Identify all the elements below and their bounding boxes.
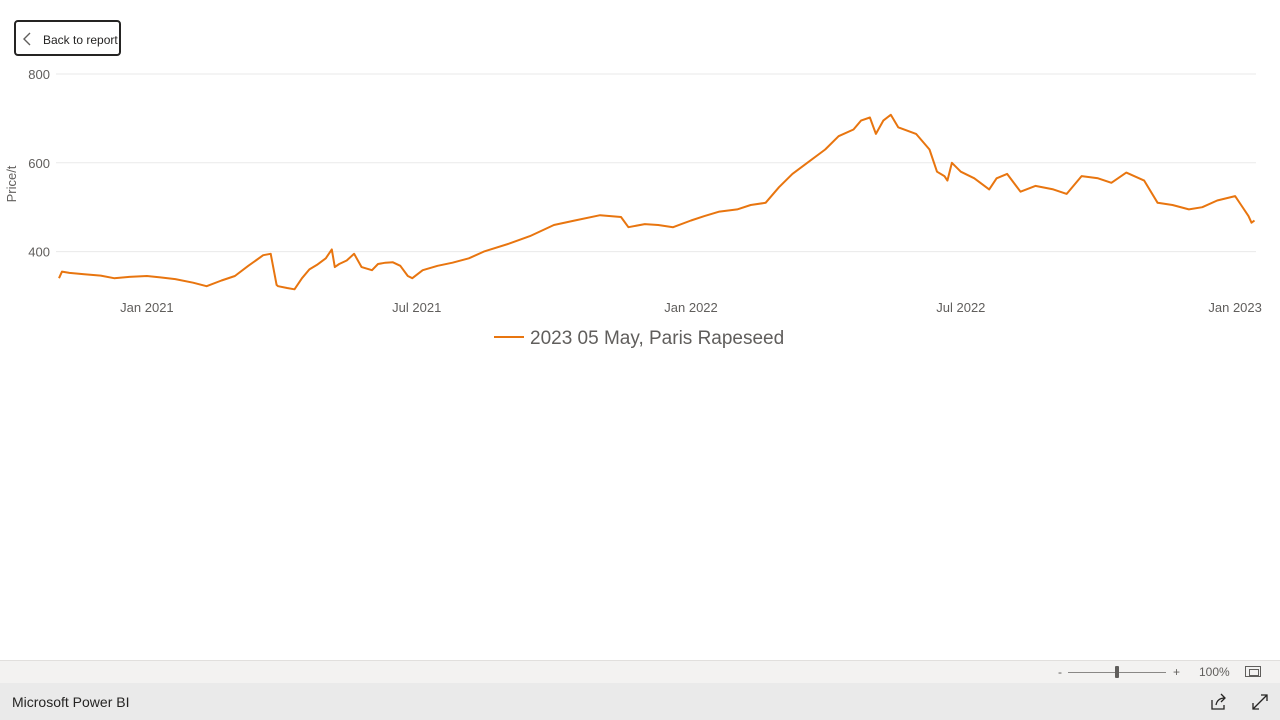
series-line[interactable] [58, 113, 1256, 291]
zoom-slider-thumb[interactable] [1115, 666, 1119, 678]
legend[interactable]: 2023 05 May, Paris Rapeseed [494, 328, 784, 349]
legend-label: 2023 05 May, Paris Rapeseed [530, 328, 784, 349]
zoom-in-button[interactable]: + [1173, 665, 1181, 679]
share-icon[interactable] [1209, 692, 1229, 712]
x-axis: Jan 2021 Jul 2021 Jan 2022 Jul 2022 Jan 2023 [120, 300, 1262, 315]
y-tick-label: 600 [28, 156, 50, 171]
gridlines [56, 73, 1256, 253]
y-tick-label: 800 [28, 67, 50, 82]
x-tick-label: Jan 2023 [1208, 300, 1262, 315]
footer-bar: Microsoft Power BI [0, 683, 1280, 720]
zoom-out-button[interactable]: - [1058, 665, 1062, 679]
x-tick-label: Jan 2022 [664, 300, 718, 315]
x-tick-label: Jul 2022 [936, 300, 985, 315]
x-tick-label: Jul 2021 [392, 300, 441, 315]
back-to-report-button[interactable]: Back to report [14, 20, 121, 56]
fit-to-page-icon[interactable] [1245, 666, 1261, 677]
y-axis: 400 600 800 [28, 67, 50, 260]
zoom-bar: - + 100% [0, 660, 1280, 683]
line-chart: 400 600 800 Jan 2021 Jul 2021 Jan 2022 Jul 20… [4, 67, 1262, 349]
chevron-left-icon [23, 32, 31, 46]
series-group [58, 113, 1256, 291]
fullscreen-icon[interactable] [1250, 692, 1270, 712]
y-tick-label: 400 [28, 245, 50, 260]
x-tick-label: Jan 2021 [120, 300, 174, 315]
brand-label: Microsoft Power BI [12, 694, 130, 710]
zoom-level: 100% [1199, 665, 1230, 679]
back-to-report-label: Back to report [43, 33, 118, 47]
y-axis-label: Price/t [4, 165, 19, 202]
